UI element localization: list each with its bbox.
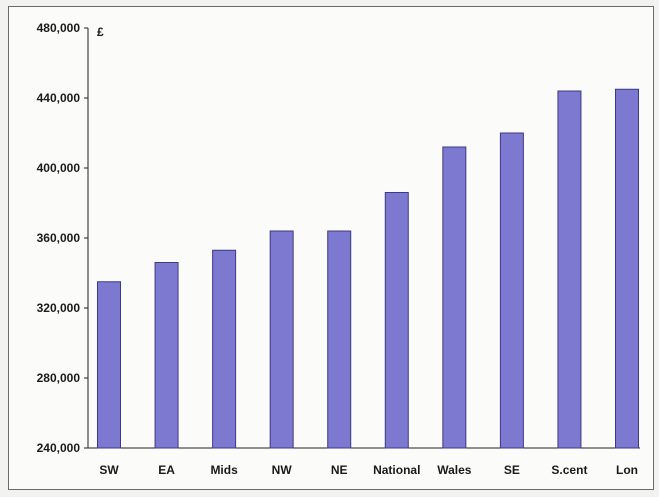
bar-nw [269,230,294,449]
y-axis-ticks: 240,000 280,000 320,000 360,000 400,000 440,0… [37,21,88,455]
bar-wales [442,146,467,449]
x-category-label: Mids [210,463,238,477]
bar-se [499,132,524,449]
bar-national [384,192,409,449]
x-category-label: EA [158,463,175,477]
y-tick-label: 280,000 [37,371,81,385]
bar-ea [154,262,179,449]
x-category-label: National [373,463,420,477]
x-category-label: SE [504,463,520,477]
bar-mids [212,249,237,449]
y-tick-label: 480,000 [37,21,81,35]
y-axis-unit-label: £ [97,25,104,39]
y-tick-label: 400,000 [37,161,81,175]
y-tick-label: 360,000 [37,231,81,245]
y-tick-label: 320,000 [37,301,81,315]
bar-ne [327,230,352,449]
x-category-label: NE [331,463,348,477]
bar-lon [615,88,639,449]
bars [97,88,639,449]
x-axis-labels: SW EA Mids NW NE National Wales SE S.cent Lon [99,463,638,477]
bar-sw [97,281,121,449]
x-category-label: SW [99,463,119,477]
x-category-label: S.cent [551,463,587,477]
bar-s-cent [557,90,582,449]
x-category-label: Wales [437,463,472,477]
x-category-label: Lon [616,463,638,477]
x-category-label: NW [272,463,293,477]
y-tick-label: 240,000 [37,441,81,455]
y-tick-label: 440,000 [37,91,81,105]
